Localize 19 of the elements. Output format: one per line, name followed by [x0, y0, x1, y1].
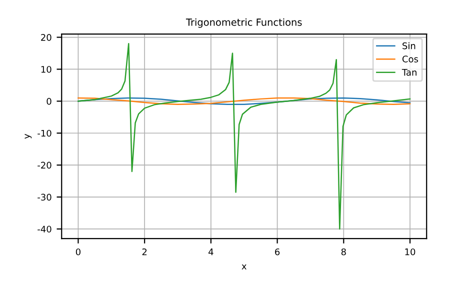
- y-tick-label: -30: [38, 194, 52, 201]
- x-axis-title: x: [242, 264, 246, 270]
- x-tick-label: 2: [142, 248, 147, 256]
- legend-label: Sin: [402, 42, 416, 50]
- x-tick-label: 0: [76, 248, 80, 256]
- y-axis-title: y: [24, 134, 32, 139]
- x-tick-label: 8: [341, 248, 346, 256]
- y-tick-label: -10: [38, 130, 52, 137]
- y-tick-label: -20: [38, 162, 52, 169]
- y-tick-label: 10: [41, 66, 52, 73]
- y-tick-label: -40: [38, 226, 52, 233]
- chart-title: Trigonometric Functions: [186, 18, 302, 28]
- y-tick-label: 0: [46, 98, 52, 105]
- x-tick-label: 4: [208, 248, 214, 256]
- x-tick-label: 10: [405, 248, 416, 256]
- x-tick-label: 6: [275, 248, 280, 256]
- legend-label: Cos: [402, 56, 418, 62]
- legend-label: Tan: [402, 68, 416, 76]
- y-tick-label: 20: [41, 34, 52, 41]
